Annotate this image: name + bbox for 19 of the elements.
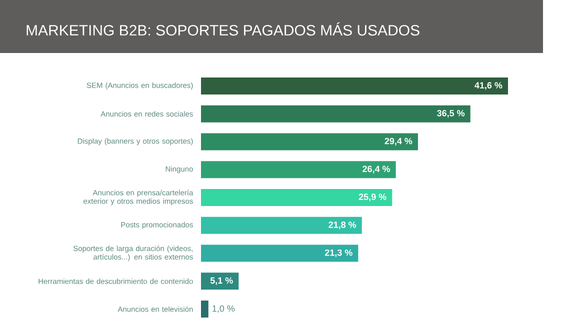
data-label: 25,9 %	[358, 194, 386, 202]
bar	[201, 216, 362, 234]
bar	[201, 272, 239, 290]
data-label: 21,3 %	[324, 249, 352, 258]
data-label: 36,5 %	[437, 110, 465, 118]
data-label: 1,0 %	[212, 305, 235, 313]
bar	[201, 189, 392, 206]
bar	[201, 77, 508, 94]
data-label: 29,4 %	[384, 138, 412, 146]
data-label: 5,1 %	[210, 277, 233, 285]
data-label: 41,6 %	[474, 82, 502, 90]
bar	[201, 244, 358, 262]
data-label: 21,8 %	[328, 222, 356, 230]
chart-title: MARKETING B2B: SOPORTES PAGADOS MÁS USADOS	[26, 22, 420, 36]
bar	[201, 161, 396, 178]
bar	[201, 105, 470, 122]
bar	[201, 300, 208, 318]
bar	[201, 133, 418, 150]
data-label: 26,4 %	[362, 166, 390, 174]
